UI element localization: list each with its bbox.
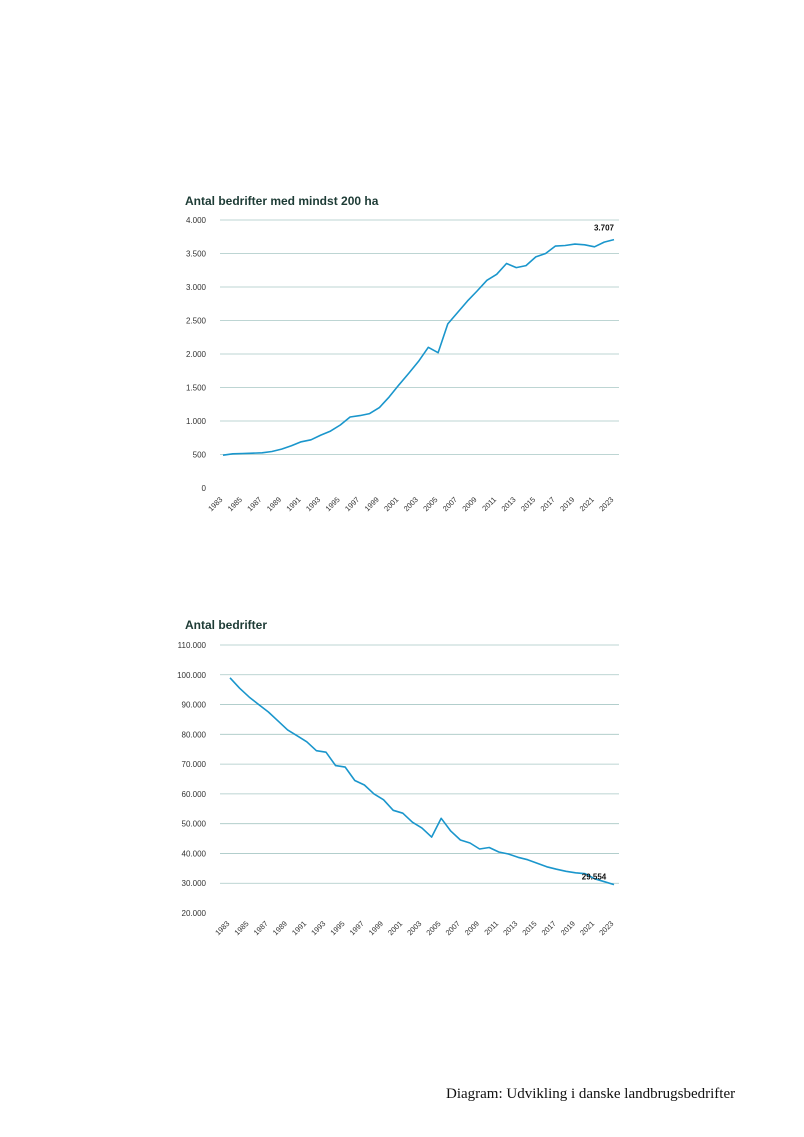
- x-tick-label: 1999: [367, 919, 385, 937]
- x-tick-label: 2001: [386, 919, 404, 937]
- y-tick-label: 3.500: [186, 250, 207, 259]
- x-tick-label: 2021: [578, 919, 596, 937]
- y-tick-label: 500: [193, 451, 207, 460]
- x-tick-label: 2023: [597, 919, 615, 937]
- y-tick-label: 30.000: [182, 879, 207, 888]
- x-tick-label: 2015: [520, 919, 538, 937]
- y-tick-label: 2.000: [186, 350, 207, 359]
- figure-caption: Diagram: Udvikling i danske landbrugsbed…: [446, 1086, 736, 1102]
- y-tick-label: 20.000: [182, 909, 207, 918]
- y-tick-label: 3.000: [186, 283, 207, 292]
- chart-title: Antal bedrifter: [185, 618, 268, 632]
- x-tick-label: 2007: [444, 919, 462, 937]
- x-tick-label: 2005: [424, 919, 442, 937]
- x-tick-label: 2013: [501, 919, 519, 937]
- y-tick-label: 0: [202, 484, 207, 493]
- x-tick-label: 1993: [309, 919, 327, 937]
- series-line: [222, 238, 615, 456]
- y-tick-label: 1.000: [186, 417, 207, 426]
- x-tick-label: 2009: [463, 919, 481, 937]
- y-tick-label: 60.000: [182, 790, 207, 799]
- x-tick-label: 2017: [540, 919, 558, 937]
- data-label: 29.554: [582, 873, 607, 882]
- x-tick-label: 1983: [213, 919, 231, 937]
- y-tick-label: 4.000: [186, 216, 207, 225]
- series-line: [229, 677, 615, 886]
- x-tick-label: 1987: [252, 919, 270, 937]
- y-tick-label: 50.000: [182, 820, 207, 829]
- x-tick-label: 2011: [482, 919, 500, 937]
- y-tick-label: 110.000: [178, 641, 207, 650]
- y-tick-label: 80.000: [182, 730, 207, 739]
- chart-svg: 05001.0001.5002.0002.5003.0003.5004.0001…: [186, 216, 619, 513]
- x-tick-label: 1989: [271, 919, 289, 937]
- data-label: 3.707: [594, 224, 615, 233]
- x-tick-label: 1991: [290, 919, 308, 937]
- x-tick-label: 2019: [559, 919, 577, 937]
- x-tick-label: 1995: [328, 919, 346, 937]
- y-tick-label: 70.000: [182, 760, 207, 769]
- y-tick-label: 40.000: [182, 849, 207, 858]
- y-tick-label: 2.500: [186, 317, 207, 326]
- x-tick-label: 2003: [405, 919, 423, 937]
- y-tick-label: 90.000: [182, 701, 207, 710]
- y-tick-label: 100.000: [177, 671, 206, 680]
- chart-title: Antal bedrifter med mindst 200 ha: [185, 194, 379, 208]
- chart-svg: 20.000 30.000 40.000 50.000 60.000 70.000 80.0…: [177, 641, 619, 937]
- x-tick-label: 1985: [232, 919, 250, 937]
- x-tick-label: 1997: [348, 919, 366, 937]
- y-tick-label: 1.500: [186, 384, 207, 393]
